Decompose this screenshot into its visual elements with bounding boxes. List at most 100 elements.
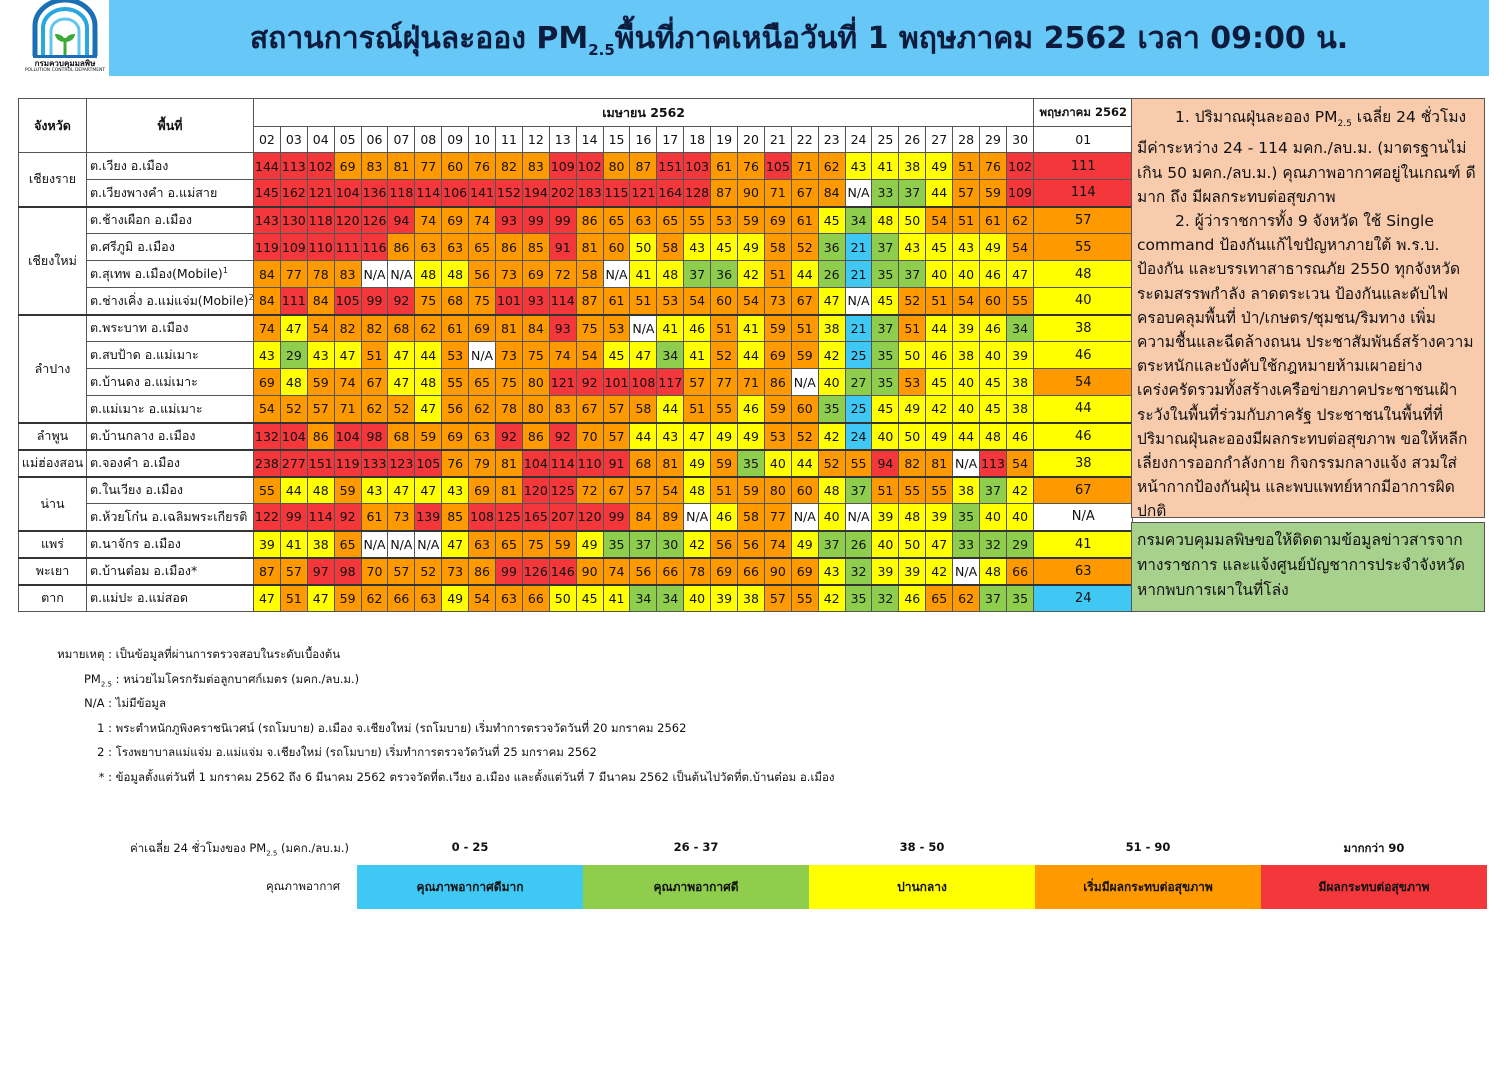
table-row: ต.แม่เมาะ อ.แม่เมาะ 54 52 57 71 62 52 47 56 62 78 8… <box>19 395 1134 423</box>
note-1: 1 : พระตำหนักภูพิงคราชนิเวศน์ (รถโมบาย) … <box>97 720 687 735</box>
value-cell: 39 <box>253 529 281 558</box>
value-cell: 74 <box>253 313 281 342</box>
value-cell: 75 <box>521 529 550 558</box>
value-cell: 121 <box>629 179 658 207</box>
value-cell: 60 <box>602 233 631 261</box>
value-cell: 48 <box>979 421 1007 450</box>
province-cell: เชียงใหม่ <box>18 205 87 315</box>
day-header: 13 <box>548 126 577 153</box>
note-2: 2 : โรงพยาบาลแม่แจ่ม อ.แม่แจ่ม จ.เชียงให… <box>97 745 597 760</box>
value-cell: 86 <box>387 233 416 261</box>
value-cell: 67 <box>790 179 819 207</box>
value-cell: 72 <box>575 475 604 504</box>
value-cell: 51 <box>360 341 389 369</box>
day-header: 30 <box>1005 126 1035 153</box>
value-cell: 207 <box>548 503 577 531</box>
value-cell: 41 <box>602 583 631 612</box>
value-cell: 151 <box>656 152 685 180</box>
value-cell: 41 <box>629 260 658 288</box>
day-header: 14 <box>575 126 604 153</box>
value-cell: 105 <box>763 152 792 180</box>
header-may: พฤษภาคม 2562 <box>1033 98 1134 127</box>
value-cell: N/A <box>468 341 497 369</box>
value-cell: 49 <box>737 233 765 261</box>
value-cell: 66 <box>387 583 416 612</box>
value-cell: 99 <box>279 503 308 531</box>
value-cell: 42 <box>925 556 954 585</box>
value-cell: 46 <box>979 313 1007 342</box>
province-cell: น่าน <box>18 475 87 531</box>
value-cell: 49 <box>441 583 470 612</box>
value-cell: 51 <box>763 260 792 288</box>
value-cell: 99 <box>360 287 389 315</box>
value-cell: 34 <box>656 583 685 612</box>
value-cell: 93 <box>495 205 523 234</box>
title-text-a: สถานการณ์ฝุ่นละออง PM <box>249 20 589 56</box>
value-cell: 66 <box>1005 556 1035 585</box>
site-name: ต.เวียง อ.เมือง <box>90 158 169 173</box>
value-cell: 86 <box>306 421 335 450</box>
value-cell: 47 <box>683 421 712 450</box>
table-row: ต.สุเทพ อ.เมือง(Mobile)1 84 77 78 83 N/A N/A 48… <box>19 260 1134 288</box>
value-cell: 40 <box>817 368 846 396</box>
value-cell: 48 <box>979 556 1007 585</box>
value-cell: 67 <box>790 287 819 315</box>
table-row: เชียงใหม่ ต.ช้างเผือก อ.เมือง 143 130 118 120… <box>18 205 1134 315</box>
value-cell: 52 <box>790 421 819 450</box>
value-cell: 92 <box>495 421 523 450</box>
pcd-logo: กรมควบคุมมลพิษ POLLUTION CONTROL DEPARTM… <box>20 0 110 76</box>
value-cell: 69 <box>763 341 792 369</box>
value-cell: 52 <box>898 287 927 315</box>
day-header: 07 <box>387 126 416 153</box>
value-cell: 45 <box>871 395 900 423</box>
value-cell: 52 <box>279 395 308 423</box>
value-cell: 40 <box>952 260 981 288</box>
value-cell: 25 <box>844 395 873 423</box>
legend-avg-label: ค่าเฉลี่ย 24 ชั่วโมงของ PM2.5 (มคก./ลบ.ม… <box>130 841 349 858</box>
day-header: 11 <box>495 126 523 153</box>
site-cell: ต.บ้านดง อ.แม่เมาะ <box>86 368 254 396</box>
value-cell: 68 <box>387 421 416 450</box>
site-name: ต.จองคำ อ.เมือง <box>90 455 180 470</box>
value-cell: 41 <box>683 341 712 369</box>
value-cell: 59 <box>414 421 443 450</box>
value-cell: 35 <box>871 341 900 369</box>
value-cell: 119 <box>253 233 281 261</box>
value-cell: 51 <box>279 583 308 612</box>
value-cell: 41 <box>871 152 900 180</box>
value-cell: 65 <box>495 529 523 558</box>
value-cell: 74 <box>414 205 443 234</box>
value-cell: 50 <box>898 421 927 450</box>
value-cell: 45 <box>602 341 631 369</box>
site-cell: ต.ห้วยโก๋น อ.เฉลิมพระเกียรติ <box>86 503 254 531</box>
value-cell: 101 <box>495 287 523 315</box>
value-cell: 65 <box>468 233 497 261</box>
value-cell: 32 <box>871 583 900 612</box>
value-cell: 83 <box>521 152 550 180</box>
table-row: ต.เวียงพางคำ อ.แม่สาย 145 162 121 104 136 118 1… <box>19 179 1134 207</box>
table-row: ต.ห้วยโก๋น อ.เฉลิมพระเกียรติ 122 99 114 92 61… <box>19 503 1134 531</box>
value-cell: 42 <box>925 395 954 423</box>
value-cell: 37 <box>683 260 712 288</box>
value-cell: 84 <box>306 287 335 315</box>
value-cell: 202 <box>548 179 577 207</box>
value-cell: 55 <box>253 475 281 504</box>
value-cell: 144 <box>253 152 281 180</box>
value-cell: 125 <box>495 503 523 531</box>
value-cell: 54 <box>952 287 981 315</box>
table-row: ลำพูน ต.บ้านกลาง อ.เมือง 132 104 86 104 98 68 59… <box>18 421 1134 450</box>
value-cell: 54 <box>925 205 954 234</box>
value-cell: 37 <box>871 233 900 261</box>
value-cell: 60 <box>979 287 1007 315</box>
may-value-cell: 40 <box>1033 287 1134 315</box>
value-cell: 53 <box>898 368 927 396</box>
value-cell: 62 <box>1005 205 1035 234</box>
value-cell: 45 <box>979 368 1007 396</box>
value-cell: 49 <box>925 152 954 180</box>
value-cell: 113 <box>979 448 1007 477</box>
may-value-cell: 38 <box>1033 448 1134 477</box>
province-cell: แพร่ <box>18 529 87 558</box>
value-cell: N/A <box>387 260 416 288</box>
value-cell: 52 <box>790 233 819 261</box>
value-cell: 76 <box>468 152 497 180</box>
